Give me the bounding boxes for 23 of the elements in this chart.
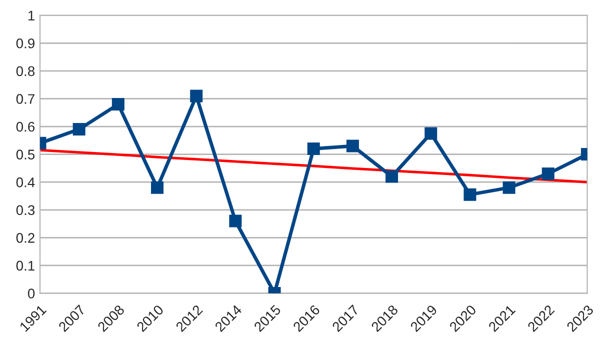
- point: [424, 127, 438, 140]
- point: [72, 123, 86, 136]
- point: [346, 140, 359, 152]
- point: [229, 214, 242, 228]
- y-tick-label: 0.4: [16, 177, 35, 188]
- y-tick-label: 0.8: [16, 66, 35, 76]
- point: [190, 90, 203, 102]
- y-tick-label: 0.2: [16, 233, 34, 243]
- y-tick-label: 0.1: [16, 260, 34, 271]
- point: [112, 98, 124, 111]
- y-tick-label: 0.9: [16, 38, 34, 48]
- y-tick-label: 0.3: [16, 205, 35, 216]
- y-tick-label: 0.7: [16, 94, 34, 104]
- point: [464, 188, 476, 201]
- point: [151, 181, 164, 194]
- y-tick-label: 0.5: [16, 150, 35, 160]
- point: [502, 181, 516, 194]
- y-tick-label: 1: [28, 10, 34, 20]
- y-tick-label: 0.6: [16, 122, 35, 132]
- y-tick-label: 0: [28, 288, 35, 298]
- point: [386, 170, 398, 183]
- point: [307, 142, 320, 155]
- point: [542, 168, 554, 180]
